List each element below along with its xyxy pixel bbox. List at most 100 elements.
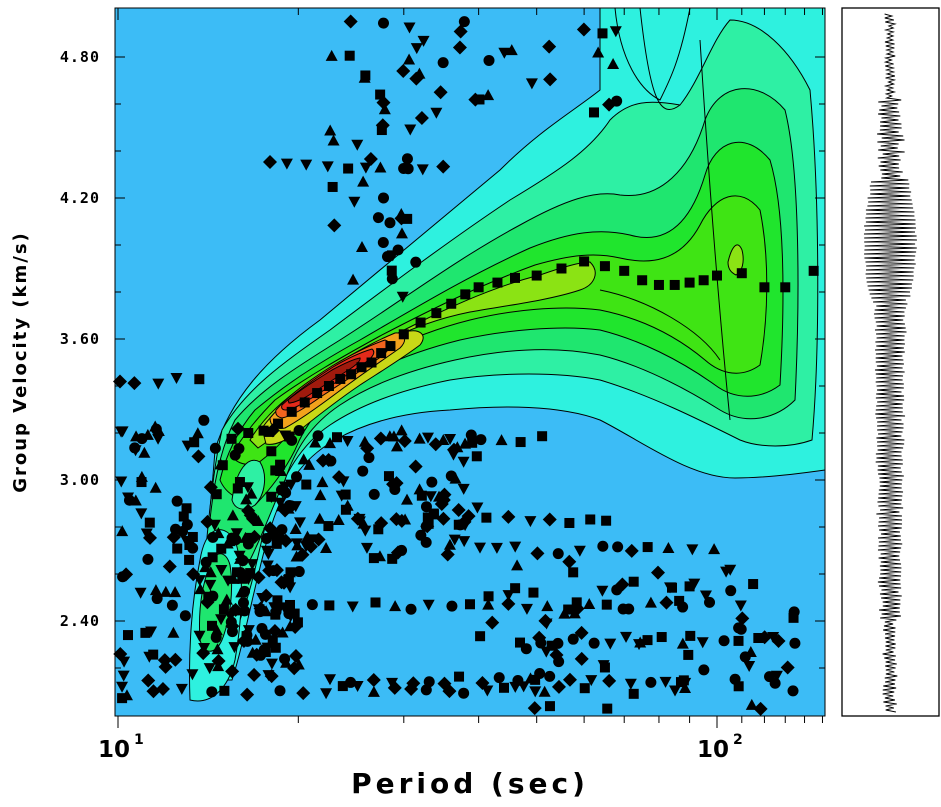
marker-circle [378, 192, 390, 204]
marker-diamond [343, 14, 358, 29]
marker-square [628, 688, 639, 699]
ridge-point [509, 272, 520, 283]
marker-circle [206, 686, 218, 698]
marker-square [475, 631, 486, 642]
marker-square [515, 637, 525, 648]
marker-inverted-triangle [734, 600, 747, 612]
marker-circle [151, 593, 163, 605]
marker-square [733, 635, 744, 646]
marker-square [471, 451, 482, 462]
marker-circle [437, 57, 449, 69]
ridge-point [335, 373, 346, 384]
marker-inverted-triangle [265, 492, 278, 504]
marker-inverted-triangle [679, 677, 692, 689]
marker-diamond [276, 575, 291, 590]
marker-inverted-triangle [359, 162, 372, 174]
marker-inverted-triangle [215, 614, 228, 626]
marker-circle [179, 610, 191, 622]
contour-line-3 [599, 289, 721, 361]
marker-square [544, 701, 555, 712]
marker-inverted-triangle [688, 578, 701, 590]
marker-circle [520, 643, 532, 655]
marker-diamond [436, 159, 451, 174]
marker-diamond [501, 509, 516, 524]
marker-inverted-triangle [597, 660, 610, 672]
marker-circle [405, 603, 417, 615]
ridge-point [599, 261, 610, 272]
marker-circle [377, 236, 389, 248]
contour-level-6b [727, 244, 744, 276]
marker-diamond [146, 684, 161, 699]
marker-diamond [562, 672, 577, 687]
ridge-point [780, 282, 791, 293]
marker-diamond [428, 437, 443, 452]
marker-circle [698, 664, 710, 676]
marker-square [148, 649, 159, 660]
marker-inverted-triangle [246, 559, 259, 571]
marker-square [270, 465, 281, 476]
marker-triangle [212, 660, 225, 672]
marker-inverted-triangle [424, 491, 437, 503]
marker-circle [454, 519, 466, 531]
marker-square [498, 682, 509, 693]
marker-inverted-triangle [767, 631, 780, 643]
marker-inverted-triangle [624, 678, 637, 690]
ridge-point [460, 289, 471, 300]
marker-square [266, 446, 277, 457]
marker-square [343, 163, 354, 174]
marker-triangle [745, 698, 758, 710]
marker-circle [226, 626, 238, 638]
marker-circle [718, 635, 730, 647]
marker-circle [611, 95, 623, 107]
marker-inverted-triangle [152, 433, 165, 445]
marker-inverted-triangle [481, 685, 494, 697]
marker-inverted-triangle [116, 681, 129, 693]
marker-triangle [309, 436, 322, 448]
marker-triangle [320, 541, 333, 553]
marker-square [270, 642, 281, 653]
marker-triangle [413, 67, 426, 79]
plot-frame [114, 7, 826, 717]
marker-inverted-triangle [609, 26, 622, 38]
marker-square [368, 553, 379, 564]
marker-circle [617, 603, 629, 615]
marker-inverted-triangle [430, 107, 443, 119]
ridge-point [619, 265, 630, 276]
marker-circle [458, 16, 470, 28]
marker-square [416, 490, 427, 501]
marker-triangle [541, 600, 554, 612]
marker-diamond [196, 646, 211, 661]
marker-square [376, 125, 387, 136]
marker-diamond [451, 503, 466, 518]
marker-inverted-triangle [215, 565, 228, 577]
marker-square [275, 459, 286, 470]
marker-triangle [443, 538, 456, 550]
marker-triangle [324, 124, 337, 136]
marker-triangle [662, 541, 675, 553]
marker-square [428, 508, 439, 519]
marker-inverted-triangle [341, 435, 354, 447]
marker-diamond [420, 519, 435, 534]
ridge-point [376, 348, 387, 359]
marker-square [674, 595, 685, 606]
marker-diamond [162, 559, 177, 574]
marker-triangle [297, 453, 310, 465]
scatter-markers [113, 14, 801, 716]
marker-inverted-triangle [193, 630, 206, 642]
marker-inverted-triangle [175, 683, 188, 695]
marker-square [387, 553, 398, 564]
marker-triangle [284, 620, 297, 632]
marker-triangle [676, 637, 689, 649]
marker-square [181, 503, 192, 514]
marker-inverted-triangle [620, 631, 633, 643]
marker-circle [237, 597, 249, 609]
marker-circle [401, 153, 413, 165]
marker-triangle [495, 434, 508, 446]
marker-diamond [200, 514, 215, 529]
marker-inverted-triangle [116, 426, 129, 438]
marker-triangle [583, 598, 596, 610]
ridge-point [446, 298, 457, 309]
marker-triangle [130, 430, 143, 442]
marker-circle [181, 519, 193, 531]
ridge-point [698, 275, 709, 286]
